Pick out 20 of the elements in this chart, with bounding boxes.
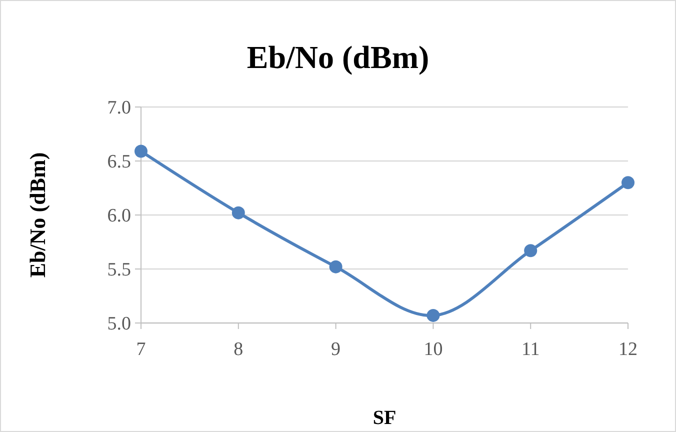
point (524, 244, 538, 258)
point (426, 308, 440, 322)
x-tick-label: 8 (234, 339, 244, 360)
y-tick-label: 6.0 (107, 206, 131, 227)
y-tick-label: 7.0 (107, 98, 131, 119)
x-tick-label: 10 (424, 339, 443, 360)
x-tick-label: 12 (618, 339, 638, 360)
y-tick-label: 5.0 (107, 314, 131, 335)
x-axis-title: SF (372, 407, 396, 429)
chart-title: Eb/No (dBm) (246, 39, 430, 75)
y-tick-label: 5.5 (107, 260, 131, 281)
point (134, 144, 148, 158)
x-tick-label: 9 (331, 339, 341, 360)
point (622, 176, 634, 190)
point (232, 206, 245, 220)
x-tick-label: 11 (521, 339, 540, 360)
y-tick-label: 6.5 (107, 152, 131, 173)
point (329, 260, 342, 274)
x-tick-label: 7 (136, 339, 146, 360)
y-axis-title: Eb/No (dBm) (25, 152, 50, 278)
